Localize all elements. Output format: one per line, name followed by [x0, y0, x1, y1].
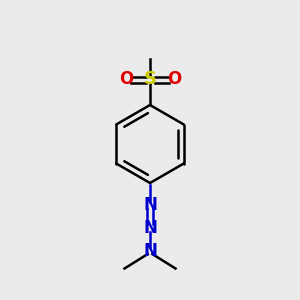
Text: N: N [143, 196, 157, 214]
Text: O: O [119, 70, 133, 88]
Text: N: N [143, 242, 157, 260]
Text: O: O [167, 70, 181, 88]
Text: N: N [143, 219, 157, 237]
Text: S: S [143, 70, 157, 88]
